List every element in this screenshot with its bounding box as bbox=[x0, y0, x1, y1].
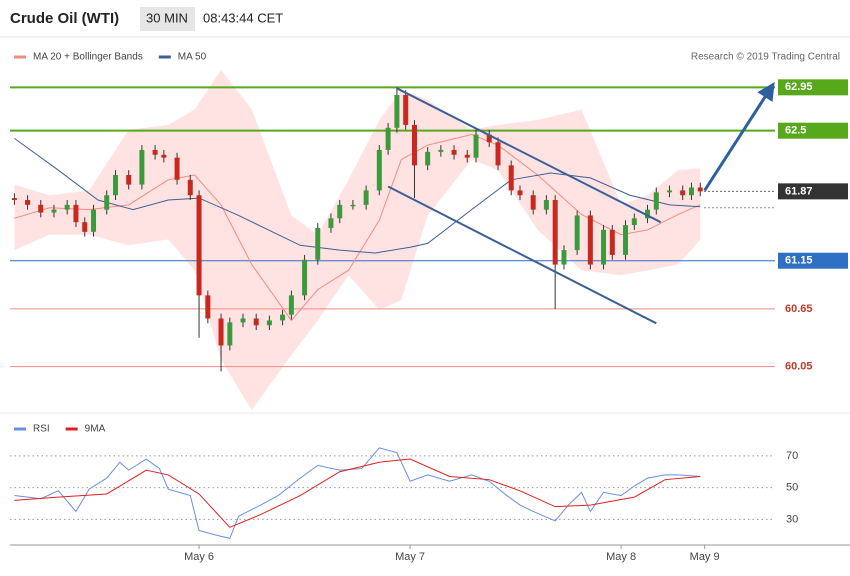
candle-body bbox=[280, 314, 286, 321]
legend-label: 9MA bbox=[85, 424, 106, 435]
candle-body bbox=[337, 204, 343, 219]
candle-body bbox=[587, 215, 593, 265]
candle-body bbox=[451, 149, 457, 155]
candle-body bbox=[11, 198, 17, 201]
candle-body bbox=[574, 215, 580, 251]
candle-body bbox=[403, 95, 409, 125]
level-tag bbox=[778, 122, 848, 139]
candle-body bbox=[196, 195, 202, 296]
candle-body bbox=[104, 195, 110, 210]
source: Research © 2019 Trading Central bbox=[691, 52, 840, 63]
time: 08:43:44 CET bbox=[203, 10, 283, 25]
level-label: 61.15 bbox=[785, 255, 813, 267]
candle-body bbox=[126, 174, 132, 185]
candle-body bbox=[609, 229, 615, 255]
candle-body bbox=[464, 154, 470, 158]
moving-average bbox=[14, 137, 701, 254]
candle-body bbox=[623, 225, 629, 255]
candle-body bbox=[363, 190, 369, 205]
candle-body bbox=[645, 209, 650, 219]
level-label: 60.65 bbox=[785, 303, 813, 315]
candle-body bbox=[174, 157, 180, 180]
candle-body bbox=[328, 218, 334, 228]
candle-body bbox=[666, 190, 672, 193]
candle-body bbox=[680, 190, 686, 196]
candle-body bbox=[113, 174, 119, 196]
candle-body bbox=[205, 295, 211, 319]
candle-body bbox=[376, 149, 382, 191]
candle-body bbox=[218, 318, 224, 346]
candle-body bbox=[288, 295, 294, 315]
candle-body bbox=[227, 322, 233, 346]
candle-body bbox=[253, 318, 259, 326]
level-tag bbox=[778, 252, 848, 269]
candle-body bbox=[315, 227, 321, 260]
moving-average bbox=[14, 134, 701, 322]
candle-body bbox=[302, 259, 308, 296]
legend-label: RSI bbox=[33, 424, 50, 435]
candle-body bbox=[425, 151, 431, 166]
rsi-line bbox=[14, 447, 701, 540]
y-tick-label: 30 bbox=[786, 513, 798, 525]
trendline bbox=[396, 87, 662, 224]
x-tick-label: May 6 bbox=[184, 551, 214, 563]
candle-body bbox=[631, 218, 637, 226]
level-label: 60.05 bbox=[785, 361, 813, 373]
candle-body bbox=[187, 179, 193, 196]
y-tick-label: 50 bbox=[786, 482, 798, 494]
candle-body bbox=[51, 209, 57, 213]
candle-body bbox=[73, 204, 79, 223]
y-tick-label: 70 bbox=[786, 450, 798, 462]
chart-title: Crude Oil (WTI) bbox=[10, 10, 119, 27]
level-label: 62.5 bbox=[785, 125, 806, 137]
candle-body bbox=[552, 200, 558, 265]
candle-body bbox=[152, 149, 158, 155]
candle-body bbox=[473, 134, 479, 158]
x-tick-label: May 7 bbox=[395, 551, 425, 563]
level-tag bbox=[778, 79, 848, 96]
candle-body bbox=[350, 204, 356, 207]
candle-body bbox=[688, 187, 694, 196]
candle-body bbox=[543, 200, 549, 210]
candle-body bbox=[653, 192, 659, 210]
x-tick-label: May 8 bbox=[606, 551, 636, 563]
candle-body bbox=[601, 229, 607, 265]
candle-body bbox=[438, 149, 444, 152]
candle-body bbox=[517, 190, 523, 196]
trendline bbox=[387, 185, 657, 325]
candle-body bbox=[411, 124, 417, 166]
candle-body bbox=[561, 250, 567, 265]
level-tag bbox=[778, 183, 848, 200]
candle-body bbox=[385, 127, 391, 150]
candle-body bbox=[495, 142, 501, 166]
rsi-line bbox=[14, 458, 701, 528]
candle-body bbox=[240, 318, 246, 323]
candle-body bbox=[394, 95, 400, 128]
candle-body bbox=[82, 222, 88, 232]
level-label: 61.87 bbox=[785, 185, 813, 197]
candle-body bbox=[25, 200, 31, 205]
candle-body bbox=[38, 204, 44, 213]
candle-body bbox=[508, 165, 514, 191]
legend-label: MA 50 bbox=[178, 52, 207, 63]
candle-body bbox=[486, 134, 492, 143]
forecast-arrow bbox=[703, 82, 775, 192]
bollinger-band bbox=[14, 70, 701, 410]
candle-body bbox=[697, 187, 703, 192]
candle-body bbox=[91, 209, 97, 232]
interval-box bbox=[140, 7, 195, 31]
candle-body bbox=[266, 320, 272, 326]
interval: 30 MIN bbox=[146, 10, 188, 25]
candle-body bbox=[161, 154, 167, 158]
level-label: 62.95 bbox=[785, 81, 813, 93]
candle-body bbox=[64, 204, 70, 210]
legend-label: MA 20 + Bollinger Bands bbox=[33, 52, 143, 63]
x-tick-label: May 9 bbox=[690, 551, 720, 563]
candle-body bbox=[530, 195, 536, 210]
candle-body bbox=[139, 149, 145, 185]
